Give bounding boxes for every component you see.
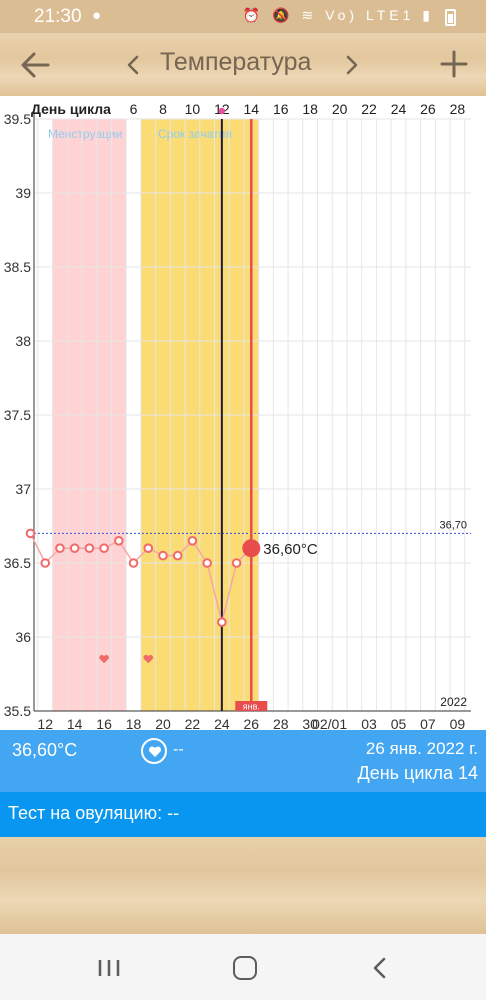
info-bar: 36,60°C -- 26 янв. 2022 г. День цикла 14 [0, 730, 486, 792]
temperature-point [55, 543, 65, 554]
zone-label: Срок зачатия [158, 127, 232, 141]
wood-background [0, 837, 486, 934]
temperature-line [29, 533, 252, 623]
x-tick-label: 12 [37, 716, 53, 730]
x-tick-label: 05 [391, 716, 407, 730]
y-tick-label: 39.5 [4, 111, 31, 127]
back-arrow-icon[interactable] [18, 45, 52, 85]
ovulation-test-bar[interactable]: Тест на овуляцию: -- [0, 792, 486, 837]
x-tick-label: 18 [126, 716, 142, 730]
nav-back-icon[interactable] [370, 956, 390, 980]
selected-point-label: 36,60°C [263, 541, 318, 558]
page-title: Температура [160, 48, 312, 76]
y-tick-label: 36.5 [4, 555, 31, 571]
temperature-point [114, 536, 124, 546]
add-plus-icon[interactable] [436, 46, 472, 82]
chart-canvas[interactable]: Менструации Срок зачатия 39.5 39 38.5 38 37.5 3… [0, 96, 486, 730]
heart-icon[interactable] [141, 738, 167, 764]
coverline-label: 36,70 [439, 519, 467, 531]
next-chevron-icon[interactable] [343, 51, 361, 79]
temperature-point [25, 528, 36, 539]
temperature-point [231, 558, 242, 568]
temperature-point [40, 558, 51, 568]
cycle-day-label: 18 [302, 101, 318, 117]
temperature-point [69, 543, 80, 554]
x-tick-label: 30 [302, 716, 318, 730]
temperature-point [202, 558, 212, 568]
intercourse-heart-icon [143, 654, 154, 664]
temperature-point [99, 543, 109, 554]
cycle-day-label: 22 [361, 101, 377, 117]
x-tick-label: 07 [420, 716, 436, 730]
y-tick-label: 37.5 [4, 407, 31, 423]
intercourse-value: -- [173, 741, 184, 758]
cycle-day-label: 10 [185, 101, 201, 117]
location-pin-icon: ● [92, 7, 102, 24]
y-tick-label: 35.5 [4, 703, 31, 719]
x-tick-label: 20 [155, 716, 171, 730]
x-tick-label: 26 [244, 716, 260, 730]
x-tick-label: 22 [185, 716, 201, 730]
cycle-day-label: 28 [450, 101, 466, 117]
status-icons: ⏰ 🔕 ≋ Vo) LTE1 ▮ [242, 7, 434, 23]
temperature-point [128, 558, 139, 568]
y-tick-label: 37 [15, 481, 31, 497]
ovulation-test-label: Тест на овуляцию: -- [8, 803, 180, 823]
battery-icon [445, 9, 456, 26]
y-tick-label: 36 [15, 629, 31, 645]
cycle-day-label: 26 [420, 101, 436, 117]
home-icon[interactable] [233, 956, 257, 980]
selected-temperature: 36,60°C [12, 740, 78, 760]
temperature-point [143, 543, 154, 554]
temperature-point [84, 543, 95, 554]
status-time: 21:30 [34, 6, 82, 27]
cycle-day-label: 16 [273, 101, 289, 117]
x-tick-label: 24 [214, 716, 230, 730]
top-axis-label: День цикла [31, 101, 111, 117]
cycle-day-label: 24 [391, 101, 407, 117]
cycle-day-label: 8 [159, 101, 167, 117]
x-tick-label: 16 [96, 716, 112, 730]
ovulation-dot [218, 107, 226, 115]
x-tick-label: 28 [273, 716, 289, 730]
selected-date: 26 янв. 2022 г. [365, 739, 478, 758]
temperature-point [172, 550, 183, 561]
year-label: 2022 [440, 695, 467, 709]
cycle-day-label: 20 [332, 101, 348, 117]
cycle-day-label: 14 [244, 101, 260, 117]
y-tick-label: 38 [15, 333, 31, 349]
selected-point [242, 539, 261, 558]
x-tick-label: 03 [361, 716, 377, 730]
status-bar: 21:30 ● ⏰ 🔕 ≋ Vo) LTE1 ▮ [0, 0, 486, 33]
prev-chevron-icon[interactable] [124, 51, 142, 79]
cycle-day-label: 6 [130, 101, 138, 117]
y-tick-label: 39 [15, 185, 31, 201]
month-marker-bg [235, 701, 268, 711]
system-nav-bar [0, 934, 486, 1000]
x-tick-label: 14 [67, 716, 83, 730]
x-tick-label: 02/01 [312, 716, 347, 730]
temperature-point [158, 550, 168, 561]
zone-label: Менструации [48, 127, 122, 141]
y-tick-label: 38.5 [4, 259, 31, 275]
temperature-chart[interactable]: Менструации Срок зачатия 39.5 39 38.5 38 37.5 3… [0, 96, 486, 730]
selected-cycle-day: День цикла 14 [357, 763, 479, 783]
app-bar: Температура [0, 33, 486, 96]
temperature-point [187, 536, 198, 546]
recents-icon[interactable] [96, 958, 122, 978]
x-tick-label: 09 [450, 716, 466, 730]
month-marker: янв. [243, 702, 260, 712]
temperature-point [217, 617, 227, 628]
intercourse-heart-icon [99, 654, 109, 664]
